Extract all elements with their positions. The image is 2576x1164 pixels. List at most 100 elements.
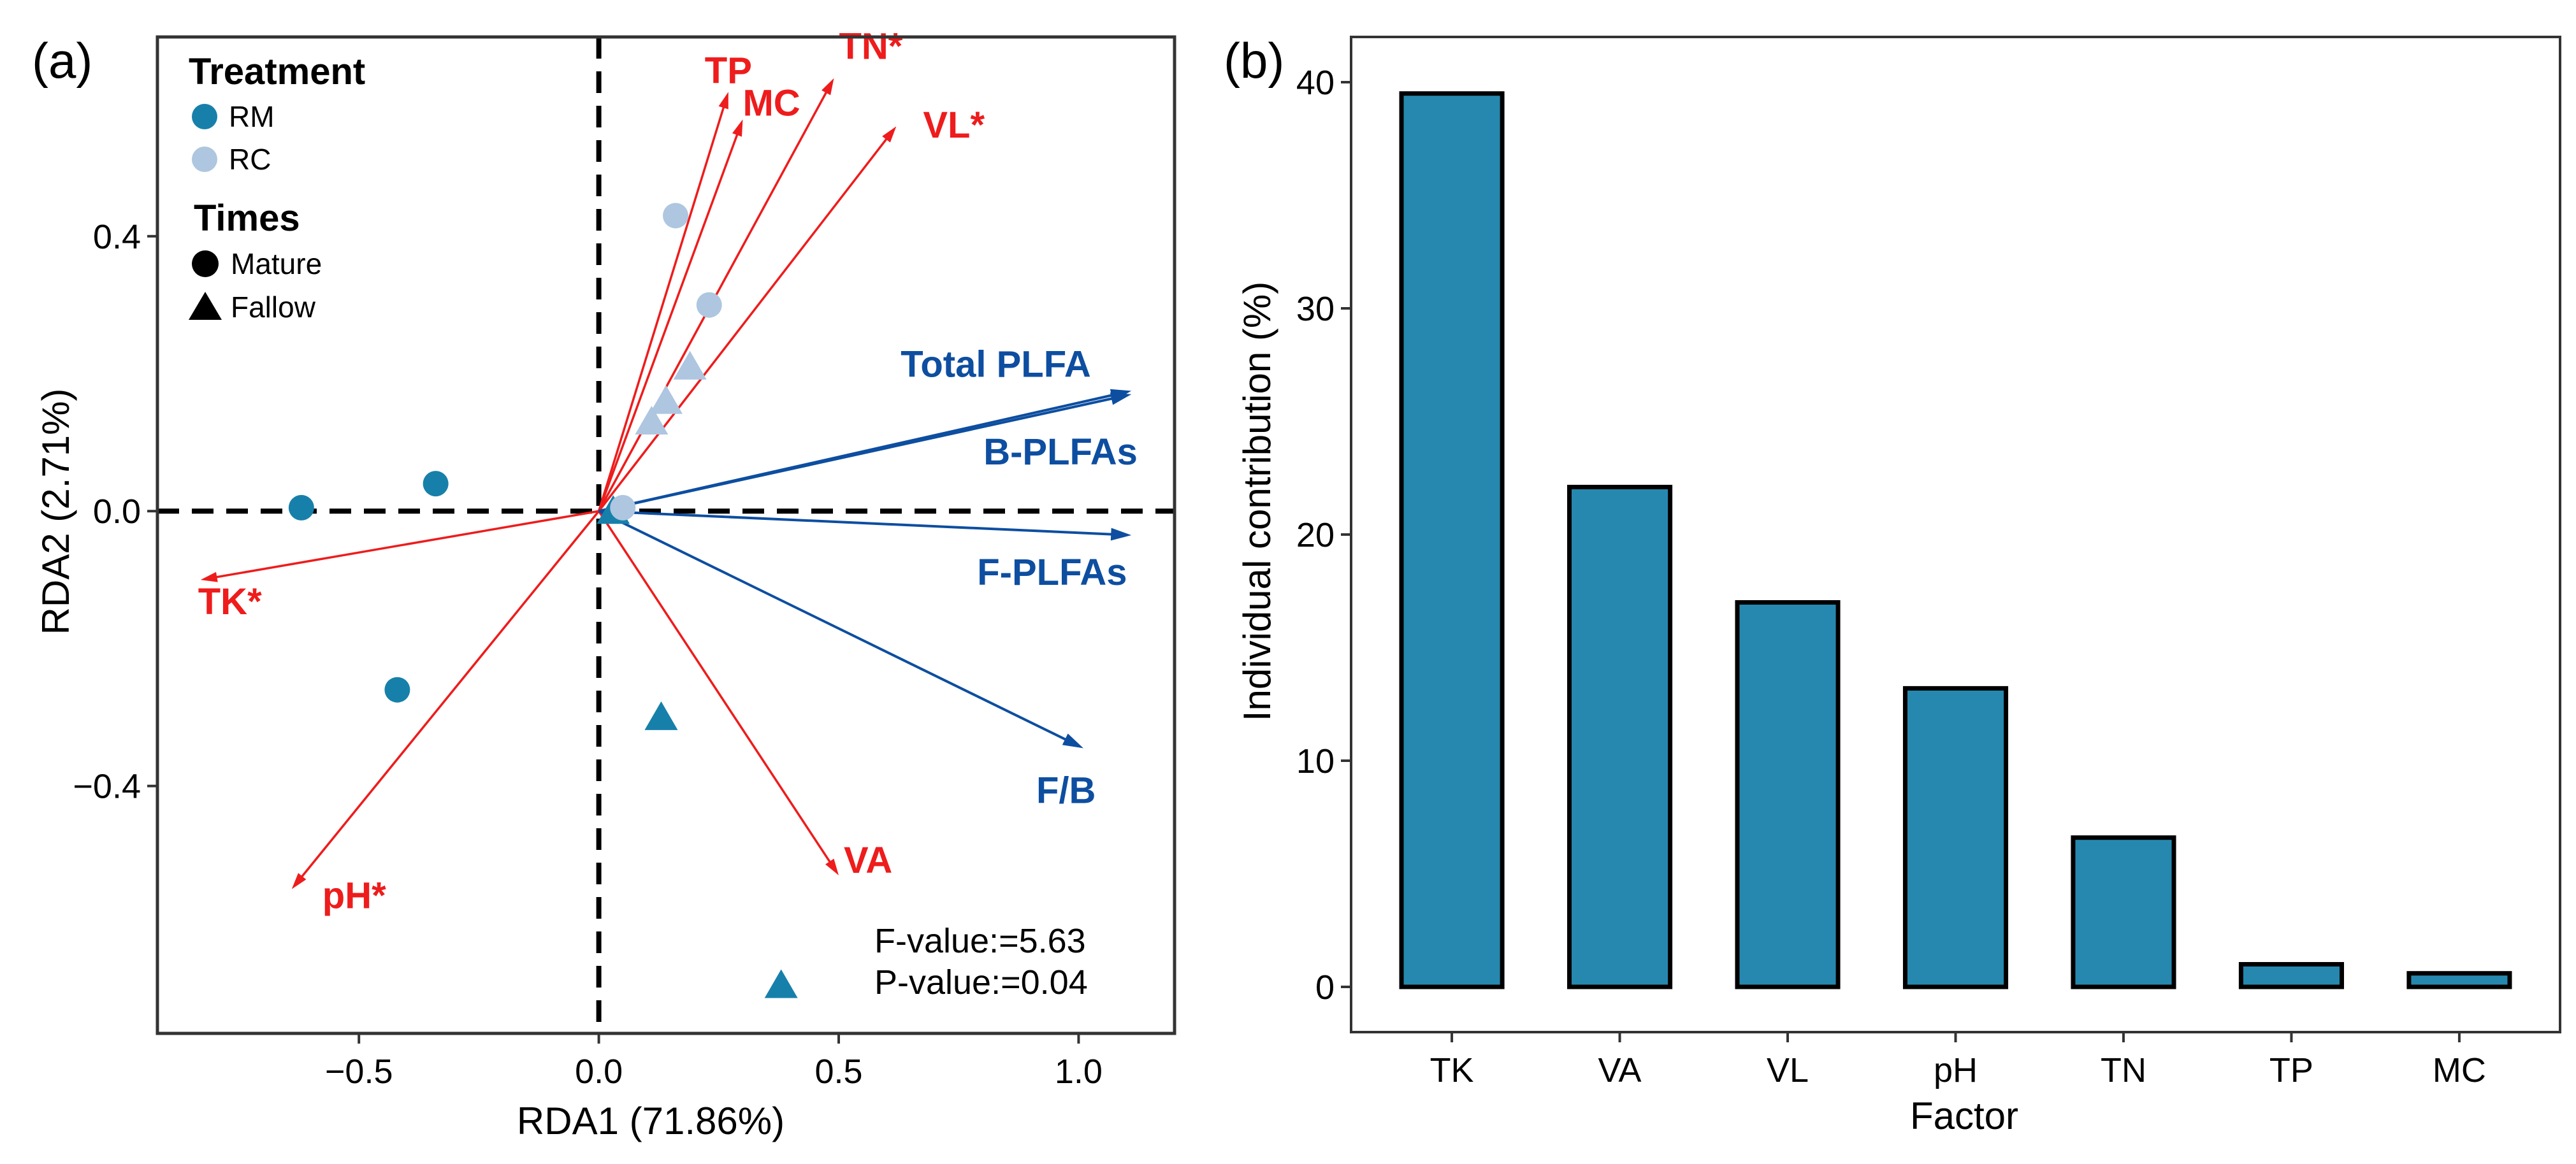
point-rc-mature-8 <box>610 494 636 521</box>
zero-lines <box>157 37 1175 1033</box>
y-tick-label-0: 0 <box>1315 968 1335 1007</box>
panel-a-frame <box>156 35 1176 1035</box>
legend: Treatment RM RC Times Mature Fallow <box>189 51 365 324</box>
vector-label-tk: TK* <box>198 581 262 622</box>
y-tick-label-3: 30 <box>1296 290 1335 328</box>
y-tick-label-2: 20 <box>1296 516 1335 554</box>
vector-b-plfas-head <box>1110 392 1132 405</box>
vector-label-tn: TN* <box>839 26 902 68</box>
panel-b-bar-chart: (b) TK VA VL pH TN TP MC 0 10 20 30 40 Factor Indi… <box>1224 32 2561 1137</box>
vector-f-b-head <box>1062 733 1083 749</box>
vector-tk-line <box>213 510 599 579</box>
vector-ph-line <box>299 510 600 880</box>
vector-label-mc: MC <box>742 82 800 124</box>
panel-a-label: (a) <box>32 32 92 89</box>
legend-rm-label: RM <box>229 100 275 133</box>
bar-va <box>1567 484 1673 989</box>
point-rc-fallow-10 <box>649 385 683 414</box>
x-tick-label-mc: MC <box>2433 1051 2486 1089</box>
y-axis-ticks: 0 10 20 30 40 <box>1296 64 1351 1007</box>
y-tick-label-4: 40 <box>1296 64 1335 102</box>
legend-mature-label: Mature <box>231 247 322 280</box>
x-tick-label-tp: TP <box>2269 1051 2313 1089</box>
vector-label-f-b: F/B <box>1036 770 1096 811</box>
vector-label-ph: pH* <box>322 875 386 916</box>
vector-va-line <box>598 510 833 865</box>
vector-tp-head <box>718 92 728 110</box>
vector-b-plfas-line <box>598 396 1116 513</box>
vector-vl-head <box>882 126 897 143</box>
point-rc-mature-7 <box>696 292 722 318</box>
vector-label-va: VA <box>844 840 892 881</box>
point-rm-mature-2 <box>384 677 410 703</box>
y-axis-title: Individual contribution (%) <box>1236 282 1278 721</box>
legend-fallow-swatch <box>189 292 222 320</box>
point-rc-fallow-9 <box>673 350 707 380</box>
x-axis-title: RDA1 (71.86%) <box>517 1100 785 1142</box>
point-rm-fallow-4 <box>764 969 798 998</box>
point-rm-mature-1 <box>423 471 449 497</box>
p-value-annotation: P-value:=0.04 <box>874 963 1088 1002</box>
vector-tp-line <box>597 104 726 512</box>
x-axis-title: Factor <box>1910 1095 2018 1137</box>
vector-mc-line <box>597 131 739 512</box>
point-rc-mature-6 <box>663 203 689 229</box>
x-axis-ticks: −0.5 0.0 0.5 1.0 <box>325 1033 1103 1091</box>
y-tick-label-1: 0.0 <box>93 492 141 531</box>
bar-tk <box>1399 91 1505 989</box>
bar-vl <box>1735 600 1841 989</box>
x-tick-label-vl: VL <box>1767 1051 1809 1089</box>
x-tick-label-va: VA <box>1598 1051 1642 1089</box>
vector-label-tp: TP <box>705 50 752 91</box>
y-axis-ticks: −0.4 0.0 0.4 <box>73 218 157 806</box>
legend-rc-swatch <box>192 147 217 172</box>
bars <box>1399 91 2512 989</box>
y-axis-title: RDA2 (2.71%) <box>34 389 77 635</box>
sample-points <box>288 203 798 998</box>
x-tick-label-0: −0.5 <box>325 1053 393 1091</box>
panel-b-label: (b) <box>1224 32 1284 89</box>
vector-f-b-line <box>598 510 1069 742</box>
bar-mc <box>2406 971 2512 989</box>
vector-label-f-plfas: F-PLFAs <box>977 552 1127 593</box>
vector-vl-line <box>598 136 890 512</box>
legend-times-title: Times <box>194 198 300 239</box>
legend-mature-swatch <box>192 250 219 277</box>
vector-label-b-plfas: B-PLFAs <box>983 431 1138 473</box>
vector-tn-head <box>821 78 834 96</box>
point-rm-fallow-3 <box>644 701 678 730</box>
vector-ph-head <box>291 873 307 889</box>
y-tick-label-0: −0.4 <box>73 768 141 806</box>
point-rc-fallow-11 <box>635 406 669 435</box>
bar-tn <box>2071 835 2176 989</box>
x-tick-label-1: 0.0 <box>575 1053 623 1091</box>
vector-mc-head <box>732 119 743 137</box>
x-tick-label-2: 0.5 <box>814 1053 862 1091</box>
legend-rm-swatch <box>192 104 217 129</box>
vector-tk-head <box>200 571 218 582</box>
legend-treatment-title: Treatment <box>189 51 365 92</box>
species-vectors: Total PLFA B-PLFAs F-PLFAs F/B <box>598 343 1138 811</box>
x-axis-ticks: TK VA VL pH TN TP MC <box>1430 1032 2486 1089</box>
y-tick-label-2: 0.4 <box>93 218 141 256</box>
x-tick-label-ph: pH <box>1934 1051 1978 1089</box>
vector-f-plfas-line <box>598 510 1115 536</box>
x-tick-label-tk: TK <box>1430 1051 1474 1089</box>
x-tick-label-3: 1.0 <box>1055 1053 1103 1091</box>
legend-fallow-label: Fallow <box>231 291 316 324</box>
vector-f-plfas-head <box>1110 528 1132 541</box>
point-rm-mature-0 <box>288 494 314 521</box>
f-value-annotation: F-value:=5.63 <box>874 922 1086 960</box>
vector-va-head <box>825 858 839 875</box>
legend-rc-label: RC <box>229 143 271 176</box>
vector-label-vl: VL* <box>923 104 985 146</box>
bar-tp <box>2238 962 2344 989</box>
bar-ph <box>1902 686 2009 989</box>
x-tick-label-tn: TN <box>2101 1051 2146 1089</box>
y-tick-label-1: 10 <box>1296 742 1335 780</box>
vector-label-total-plfa: Total PLFA <box>901 343 1091 385</box>
